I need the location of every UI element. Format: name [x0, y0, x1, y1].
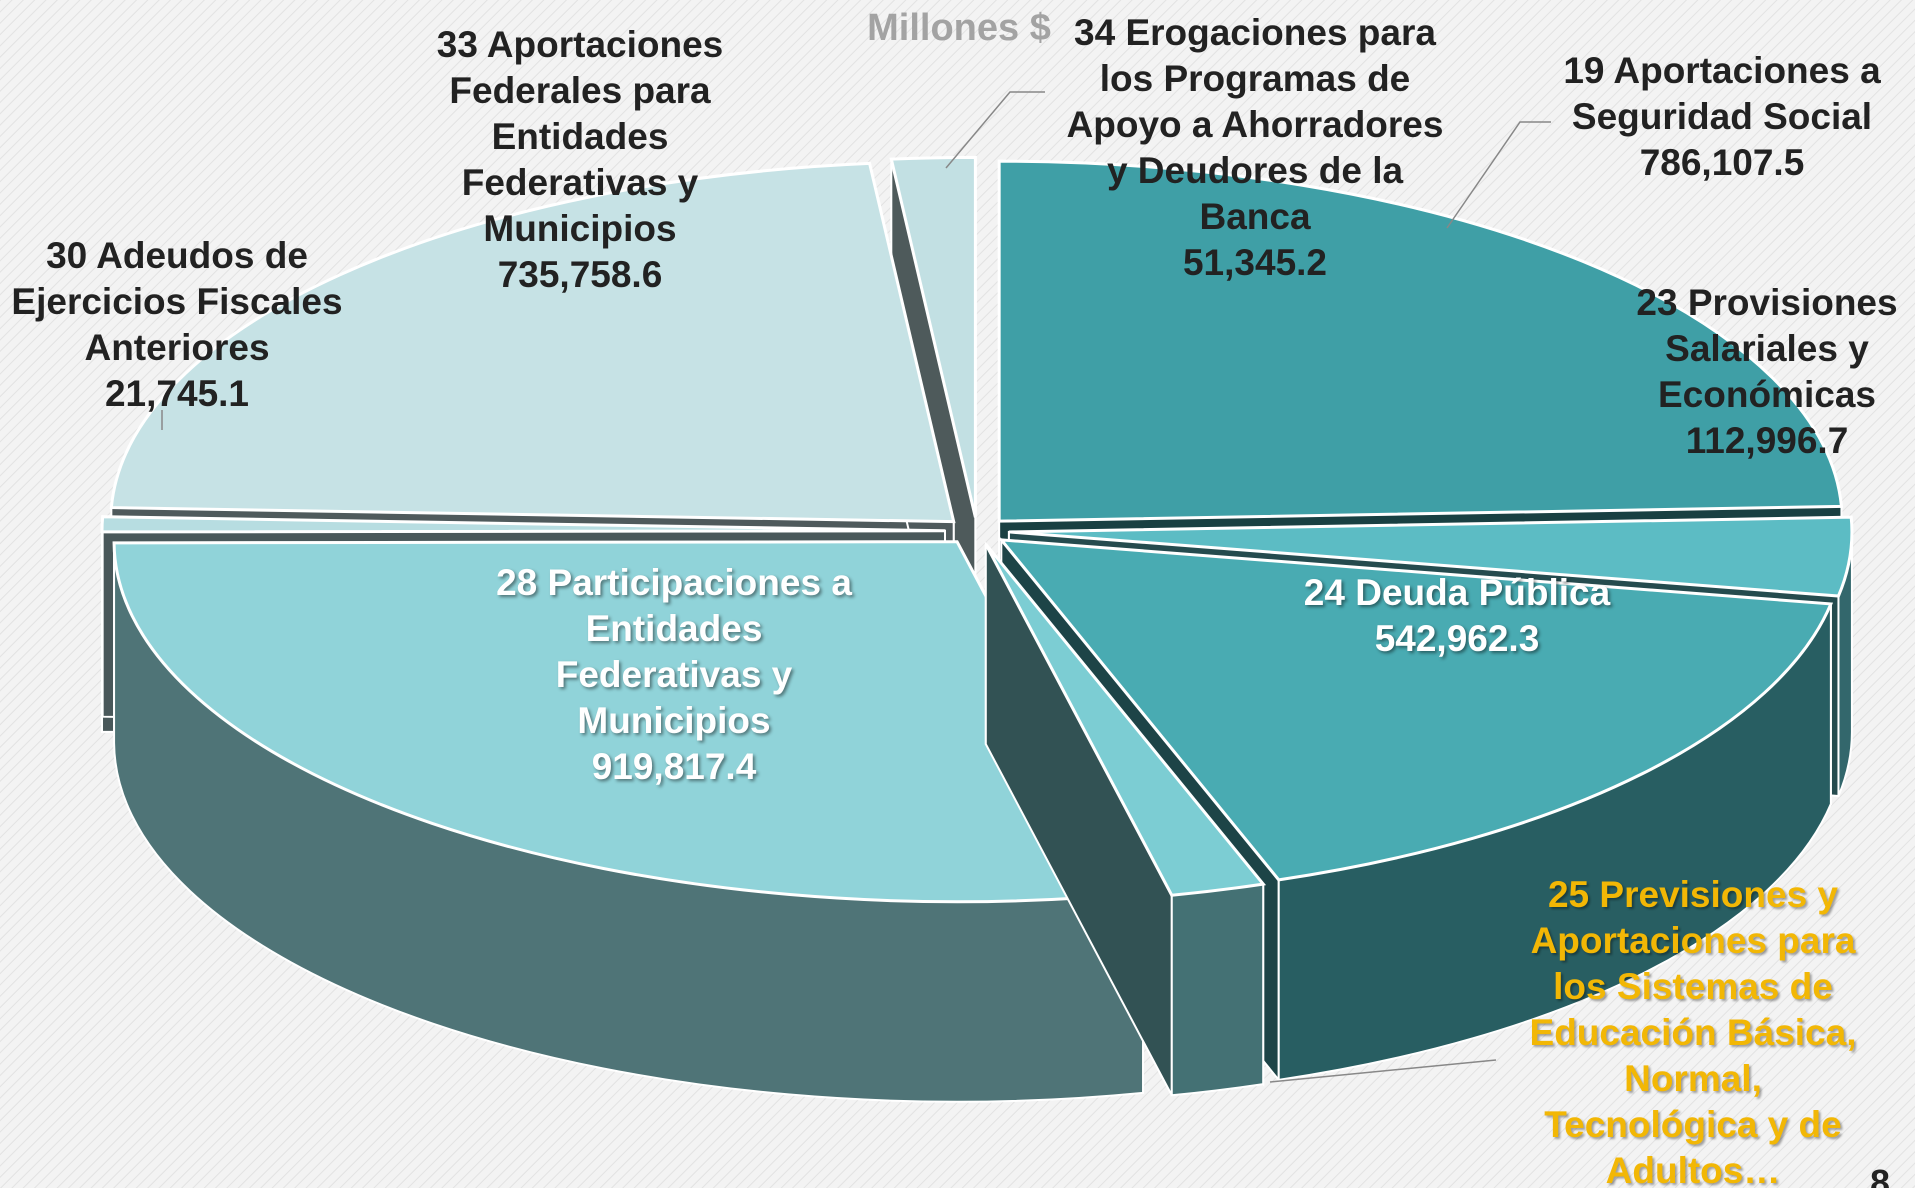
- category-label: 34 Erogaciones para los Programas de Apo…: [1066, 12, 1444, 237]
- slice: [1008, 515, 1854, 598]
- slice-label: 25 Previsiones y Aportaciones para los S…: [1518, 872, 1868, 1188]
- pie: [100, 155, 1854, 1103]
- slice-label: 28 Participaciones a Entidades Federativ…: [484, 560, 864, 790]
- value-label: 51,345.2: [1182, 242, 1328, 283]
- value-label: 112,996.7: [1685, 420, 1849, 461]
- slice-label: 19 Aportaciones a Seguridad Social 786,10…: [1532, 48, 1912, 186]
- slice: [889, 155, 977, 518]
- value-label: 735,758.6: [497, 254, 663, 295]
- value-label: 919,817.4: [591, 746, 757, 787]
- slice: [997, 538, 1834, 882]
- value-label: 542,962.3: [1374, 618, 1540, 659]
- slice: [112, 540, 1146, 904]
- category-label: 25 Previsiones y Aportaciones para los S…: [1529, 874, 1857, 1188]
- leader-line: [1446, 121, 1551, 229]
- unit-title: Millones $: [867, 7, 1051, 49]
- slice: [997, 159, 1844, 523]
- slice: [109, 161, 956, 524]
- page-number: 8: [1870, 1162, 1891, 1188]
- slice: [984, 543, 1267, 897]
- category-label: 23 Provisiones Salariales y Económicas: [1636, 282, 1898, 415]
- slice-label: 34 Erogaciones para los Programas de Apo…: [1060, 10, 1450, 286]
- slice-label: 33 Aportaciones Federales para Entidades…: [420, 22, 740, 298]
- leader-lines: [161, 91, 1551, 1083]
- value-label: 21,745.1: [104, 373, 250, 414]
- slice-side: [1170, 882, 1265, 1097]
- leader-line: [1269, 1059, 1497, 1083]
- slice: [100, 515, 946, 534]
- category-label: 33 Aportaciones Federales para Entidades…: [436, 24, 724, 249]
- slice-label: 23 Provisiones Salariales y Económicas 11…: [1622, 280, 1912, 464]
- category-label: 30 Adeudos de Ejercicios Fiscales Anteri…: [11, 235, 343, 368]
- leader-line: [945, 91, 1045, 169]
- value-label: 786,107.5: [1639, 142, 1805, 183]
- slice-label: 30 Adeudos de Ejercicios Fiscales Anteri…: [2, 233, 352, 417]
- category-label: 28 Participaciones a Entidades Federativ…: [496, 562, 852, 741]
- category-label: 24 Deuda Pública: [1303, 572, 1611, 613]
- category-label: 19 Aportaciones a Seguridad Social: [1563, 50, 1881, 137]
- slice-label: 24 Deuda Pública 542,962.3: [1257, 570, 1657, 662]
